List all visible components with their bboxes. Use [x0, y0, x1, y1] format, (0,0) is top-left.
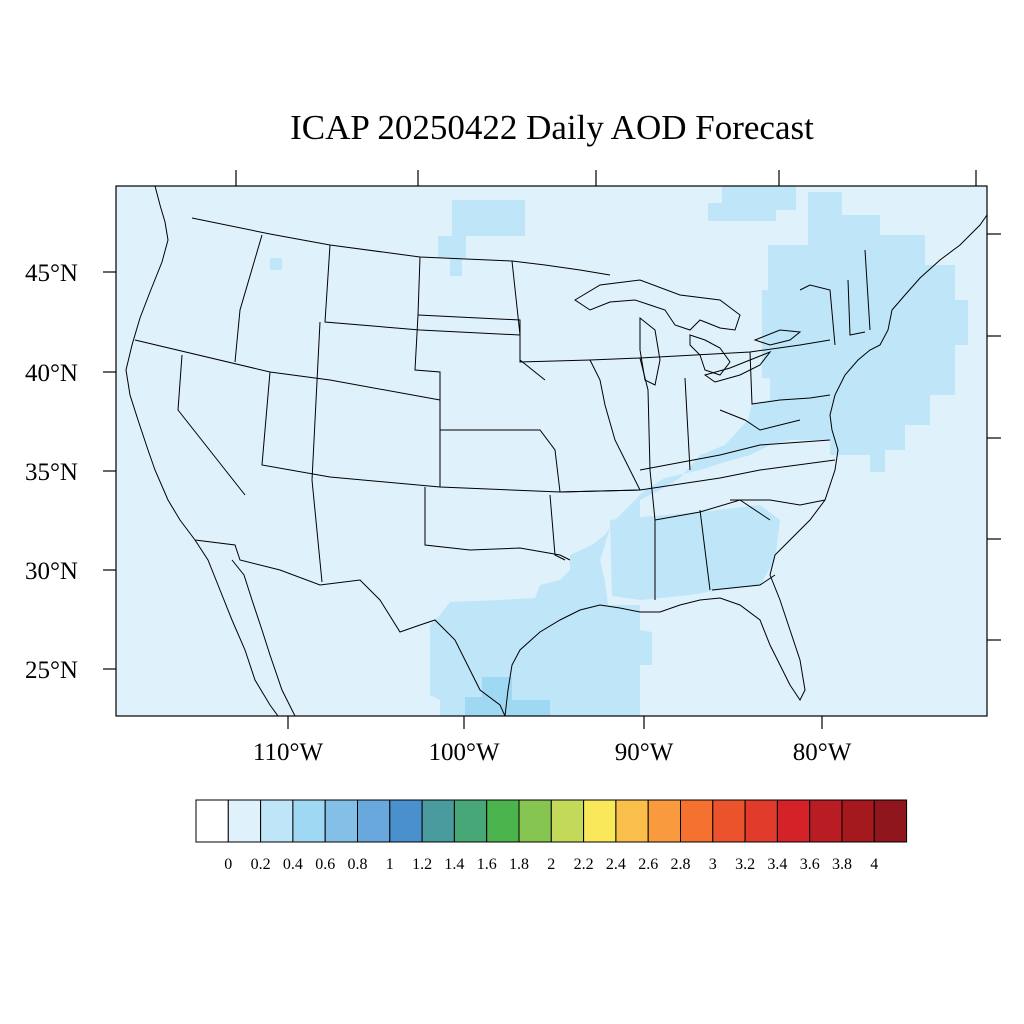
map-frame	[115, 185, 988, 717]
map-title: ICAP 20250422 Daily AOD Forecast	[290, 108, 814, 147]
colorbar-tick-label: 0.2	[251, 856, 271, 873]
latitude-labels: 45°N 40°N 35°N 30°N 25°N	[25, 260, 78, 684]
coastlines-and-borders	[125, 186, 987, 716]
colorbar-swatch	[421, 799, 455, 843]
colorbar-swatch	[357, 799, 391, 843]
colorbar-tick-label: 1.2	[412, 856, 432, 873]
lat-label: 25°N	[25, 657, 78, 684]
colorbar-swatch	[453, 799, 488, 843]
colorbar-swatch	[583, 799, 617, 843]
colorbar-swatch	[486, 799, 520, 843]
colorbar-swatch	[680, 799, 714, 843]
colorbar-tick-label: 1.8	[509, 856, 529, 873]
colorbar-tick-label: 3.8	[832, 856, 852, 873]
colorbar-tick-label: 2	[547, 856, 555, 873]
lat-label: 30°N	[25, 558, 78, 585]
colorbar-swatch	[292, 799, 326, 843]
colorbar-tick-label: 1	[386, 856, 394, 873]
longitude-labels: 110°W 100°W 90°W 80°W	[253, 739, 852, 766]
colorbar-tick-label: 0	[224, 856, 232, 873]
lat-label: 45°N	[25, 260, 78, 287]
colorbar-tick-label: 0.4	[283, 856, 303, 873]
colorbar-tick-label: 3	[709, 856, 717, 873]
colorbar-swatch	[873, 799, 908, 843]
colorbar-swatch	[647, 799, 682, 843]
lat-label: 35°N	[25, 459, 78, 486]
colorbar-swatch	[518, 799, 552, 843]
colorbar-swatch	[744, 799, 778, 843]
colorbar	[195, 799, 908, 843]
axis-ticks	[103, 170, 1001, 729]
colorbar-tick-label: 2.2	[574, 856, 594, 873]
lat-label: 40°N	[25, 360, 78, 387]
colorbar-tick-label: 3.4	[767, 856, 787, 873]
colorbar-swatch	[841, 799, 875, 843]
colorbar-tick-label: 2.4	[606, 856, 626, 873]
colorbar-tick-label: 1.6	[477, 856, 497, 873]
colorbar-tick-label: 3.6	[800, 856, 820, 873]
colorbar-swatch	[809, 799, 843, 843]
lon-label: 80°W	[793, 739, 852, 766]
colorbar-tick-label: 2.6	[638, 856, 658, 873]
colorbar-swatch	[550, 799, 585, 843]
colorbar-tick-label: 2.8	[671, 856, 691, 873]
colorbar-swatch	[776, 799, 811, 843]
colorbar-tick-label: 3.2	[735, 856, 755, 873]
colorbar-swatch	[195, 799, 229, 843]
colorbar-swatch	[712, 799, 746, 843]
lon-label: 90°W	[615, 739, 674, 766]
colorbar-tick-label: 1.4	[444, 856, 464, 873]
colorbar-tick-label: 0.8	[348, 856, 368, 873]
colorbar-labels: 0 0.2 0.4 0.6 0.8 1 1.2 1.4 1.6 1.8 2 2.2 2.4 2.6 2.8 3…	[224, 856, 878, 873]
colorbar-tick-label: 0.6	[315, 856, 335, 873]
lon-label: 110°W	[253, 739, 324, 766]
colorbar-swatch	[389, 799, 423, 843]
colorbar-swatch	[227, 799, 262, 843]
colorbar-swatch	[324, 799, 359, 843]
colorbar-tick-label: 4	[870, 856, 878, 873]
colorbar-swatch	[260, 799, 294, 843]
lon-label: 100°W	[428, 739, 499, 766]
colorbar-swatch	[615, 799, 649, 843]
